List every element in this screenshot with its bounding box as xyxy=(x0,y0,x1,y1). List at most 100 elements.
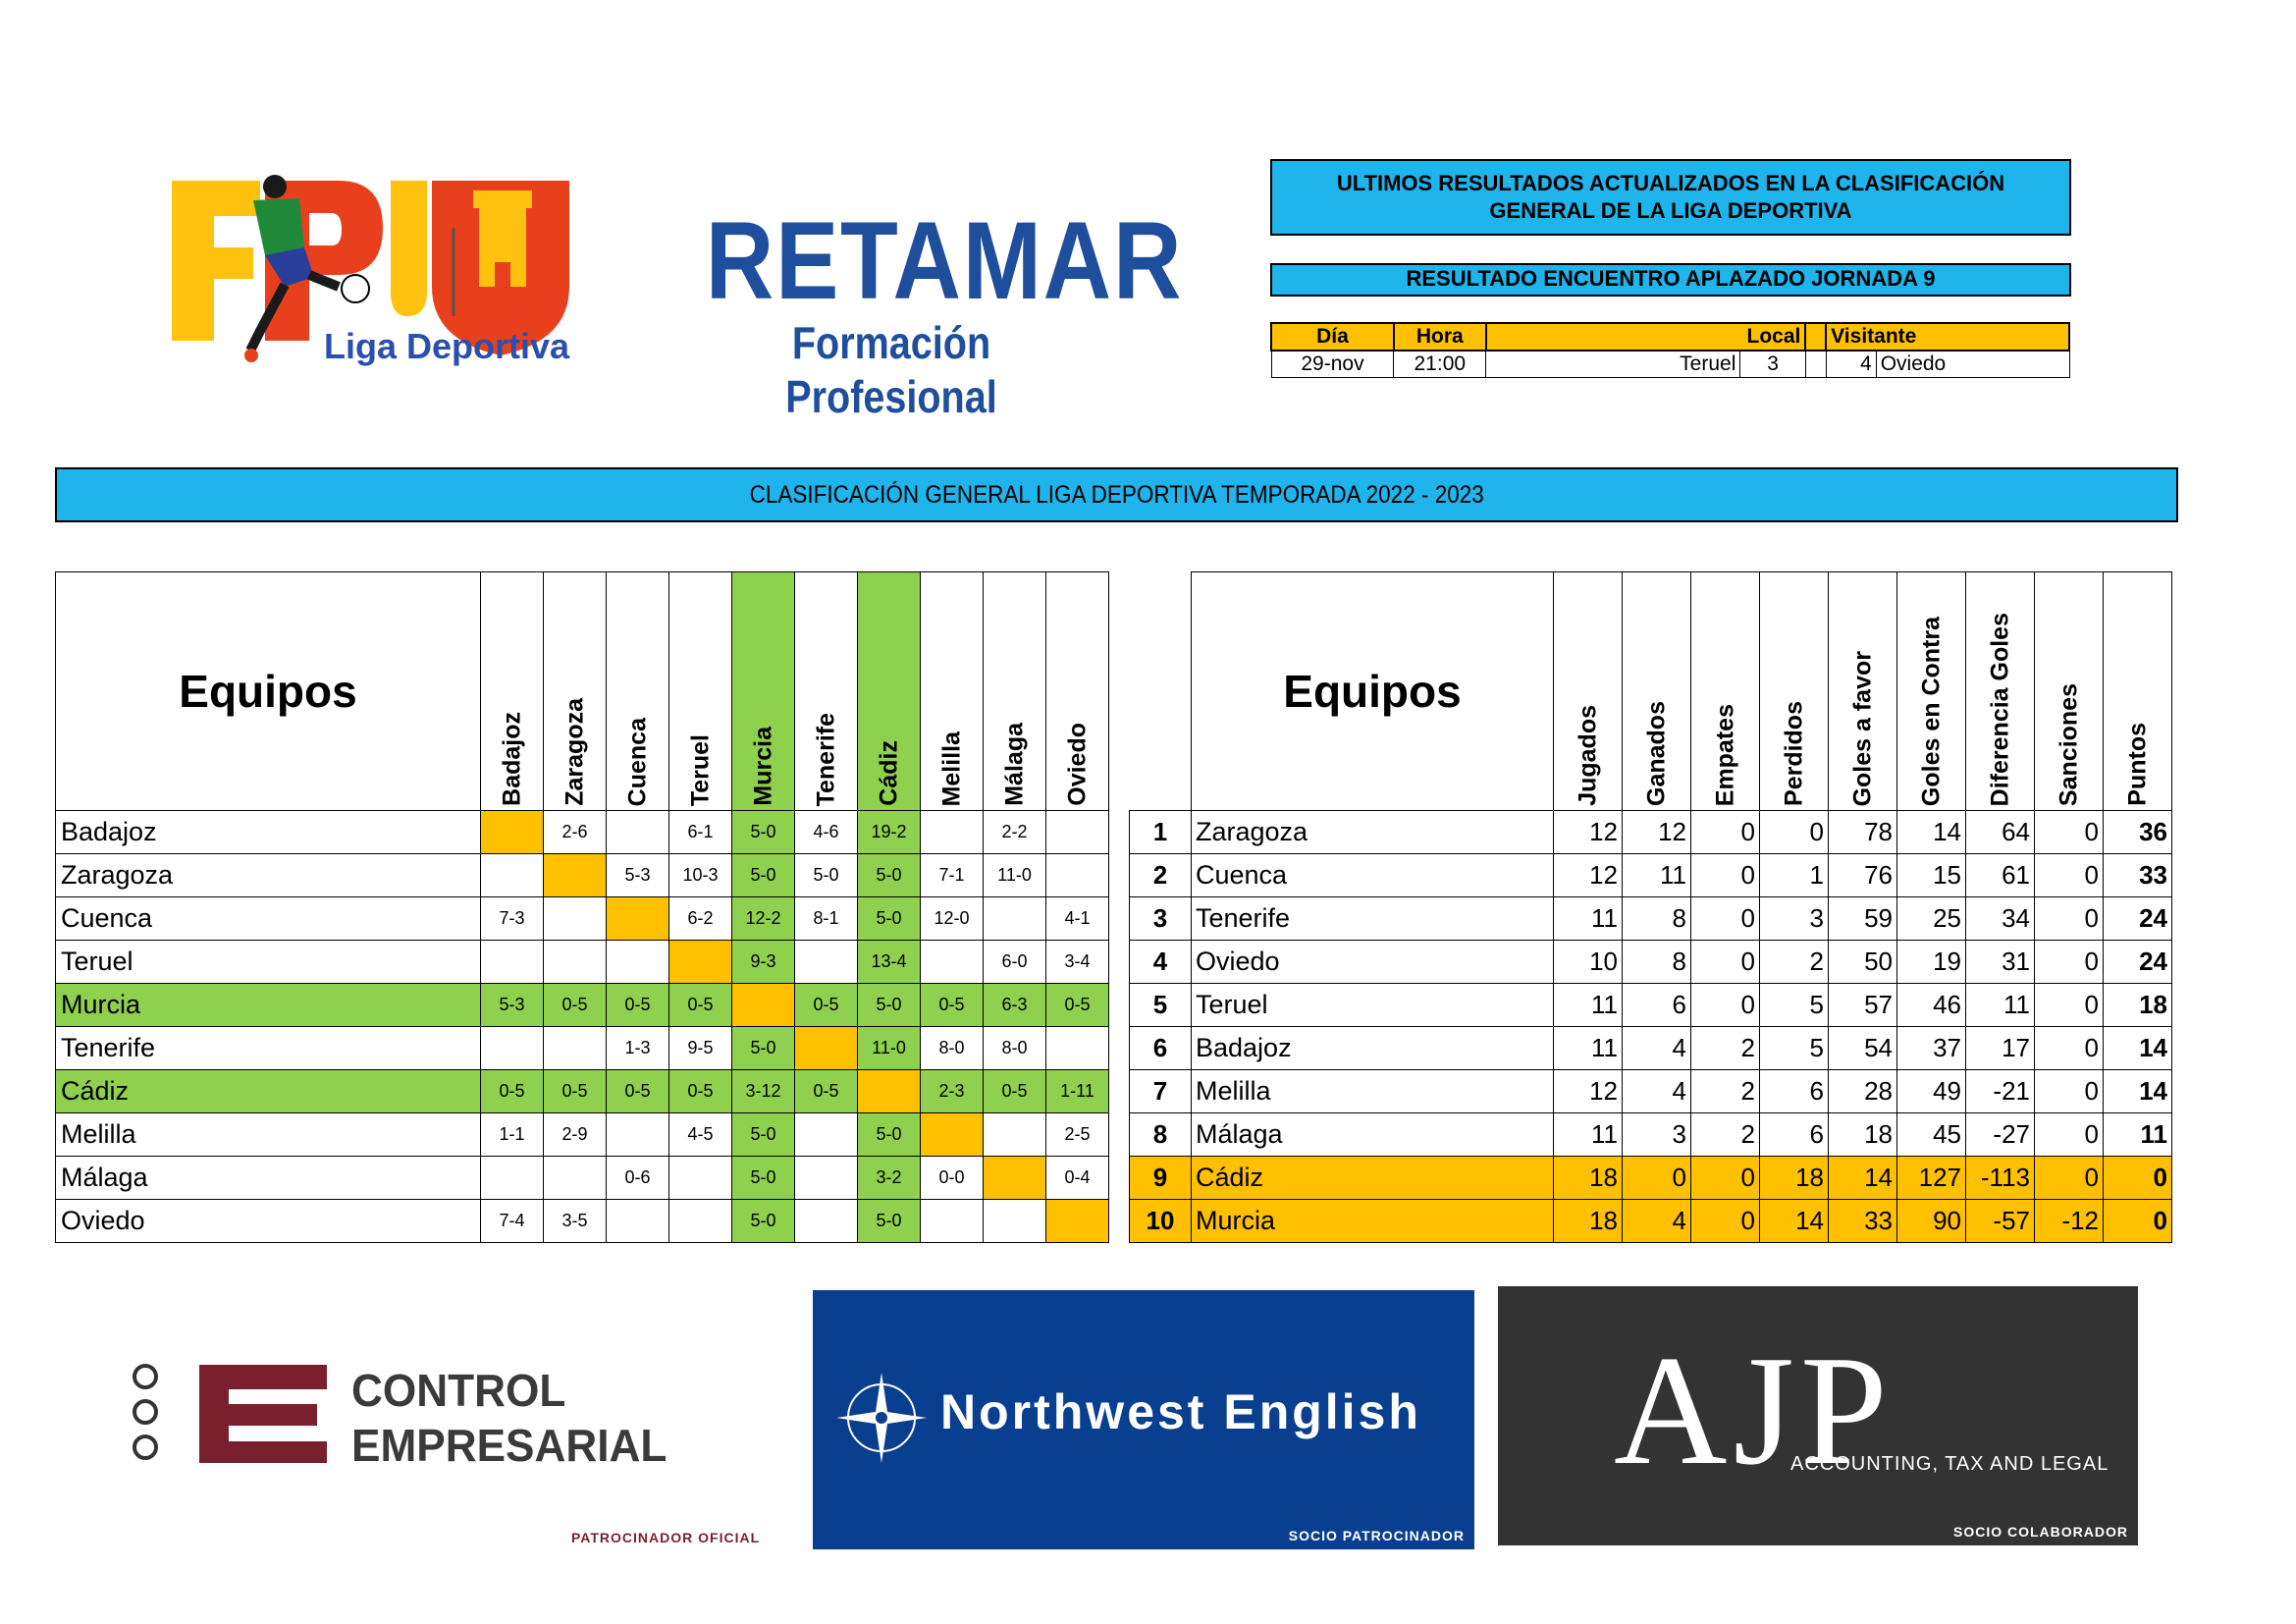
standings-rank: 10 xyxy=(1129,1199,1192,1243)
matrix-cell: 11-0 xyxy=(857,1026,921,1070)
matrix-row: Cádiz 0-5 0-5 0-5 0-5 3-12 0-5 2-3 0-5 1-11 xyxy=(55,1069,1109,1113)
standings-table: Equipos Jugados Ganados Empates Perdidos Gole… xyxy=(1129,571,2172,1243)
control-empresarial-logo: CONTROL EMPRESARIAL PATROCINADOR OFICIAL xyxy=(116,1345,764,1545)
standings-cell: 12 xyxy=(1553,810,1623,854)
matrix-cell xyxy=(1045,810,1109,854)
matrix-row-team: Málaga xyxy=(55,1156,481,1200)
standings-cell: 8 xyxy=(1622,896,1691,941)
matrix-cell: 5-0 xyxy=(731,1112,795,1157)
standings-cell: 0 xyxy=(2034,1026,2104,1070)
standings-cell: 25 xyxy=(1896,896,1966,941)
matrix-cell: 5-0 xyxy=(794,853,858,897)
standings-col-header: Perdidos xyxy=(1759,571,1829,811)
school-subtitle: Formación Profesional xyxy=(785,317,997,423)
standings-cell: 78 xyxy=(1828,810,1897,854)
standings-col-label: Puntos xyxy=(2123,723,2151,806)
matrix-row-team: Cádiz xyxy=(55,1069,481,1113)
matrix-row-team: Tenerife xyxy=(55,1026,481,1070)
standings-rank: 9 xyxy=(1129,1156,1192,1200)
standings-col-label: Goles a favor xyxy=(1848,650,1876,806)
standings-rank: 2 xyxy=(1129,853,1192,897)
standings-team: Málaga xyxy=(1191,1112,1554,1157)
standings-cell: 2 xyxy=(1690,1069,1760,1113)
standings-cell: 0 xyxy=(2034,810,2104,854)
standings-col-header: Sanciones xyxy=(2034,571,2104,811)
matrix-row: Málaga 0-6 5-0 3-2 0-0 0-4 xyxy=(55,1156,1109,1200)
matrix-cell: 0-6 xyxy=(606,1156,669,1200)
matrix-cell: 0-5 xyxy=(543,983,607,1027)
update-line-2: GENERAL DE LA LIGA DEPORTIVA xyxy=(1489,198,1852,223)
standings-cell: 0 xyxy=(2034,983,2104,1027)
standings-cell: 37 xyxy=(1896,1026,1966,1070)
matrix-cell xyxy=(543,1026,607,1070)
matrix-cell xyxy=(920,940,984,984)
standings-cell: 0 xyxy=(1622,1156,1691,1200)
matrix-cell xyxy=(606,940,669,984)
matrix-cell: 8-1 xyxy=(794,896,858,941)
standings-team: Teruel xyxy=(1191,983,1554,1027)
matrix-cell: 0-0 xyxy=(920,1156,984,1200)
control-tag: PATROCINADOR OFICIAL xyxy=(571,1530,761,1545)
standings-cell: -12 xyxy=(2034,1199,2104,1243)
matrix-cell: 7-3 xyxy=(480,896,544,941)
matrix-row: Zaragoza 5-3 10-3 5-0 5-0 5-0 7-1 11-0 xyxy=(55,853,1109,897)
standings-cell: -57 xyxy=(1965,1199,2035,1243)
ajp-letters: AJP xyxy=(1614,1323,1894,1497)
standings-cell: 11 xyxy=(1553,983,1623,1027)
matrix-cell xyxy=(731,983,795,1027)
matrix-cell: 3-2 xyxy=(857,1156,921,1200)
match-day: 29-nov xyxy=(1270,350,1395,378)
matrix-cell xyxy=(1045,1199,1109,1243)
standings-col-label: Goles en Contra xyxy=(1917,616,1945,806)
standings-cell: 0 xyxy=(2034,896,2104,941)
standings-cell: 0 xyxy=(1690,896,1760,941)
matrix-cell: 5-0 xyxy=(731,810,795,854)
standings-cell: 0 xyxy=(1690,853,1760,897)
standings-team: Murcia xyxy=(1191,1199,1554,1243)
standings-col-label: Jugados xyxy=(1574,705,1601,806)
standings-cell: 3 xyxy=(1759,896,1829,941)
matrix-row: Teruel 9-3 13-4 6-0 3-4 xyxy=(55,940,1109,984)
standings-cell: 0 xyxy=(2034,1112,2104,1157)
matrix-cell xyxy=(794,940,858,984)
matrix-row-team: Zaragoza xyxy=(55,853,481,897)
col-local: Local xyxy=(1739,322,1807,352)
matrix-cell xyxy=(983,896,1046,941)
matrix-cell xyxy=(480,1026,544,1070)
standings-cell: 5 xyxy=(1759,1026,1829,1070)
matrix-cell xyxy=(794,1199,858,1243)
matrix-cell: 3-4 xyxy=(1045,940,1109,984)
matrix-cell: 4-5 xyxy=(668,1112,732,1157)
standings-cell: 0 xyxy=(2034,853,2104,897)
northwest-name: Northwest English xyxy=(940,1384,1421,1439)
control-name: CONTROL EMPRESARIAL xyxy=(351,1363,667,1473)
matrix-cell xyxy=(920,810,984,854)
standings-cell: 6 xyxy=(1759,1069,1829,1113)
standings-cell: 90 xyxy=(1896,1199,1966,1243)
standings-col-header: Jugados xyxy=(1553,571,1623,811)
fpu-liga-deportiva-logo: Liga Deportiva xyxy=(167,169,579,395)
matrix-cell: 9-3 xyxy=(731,940,795,984)
matrix-row: Murcia 5-3 0-5 0-5 0-5 0-5 5-0 0-5 6-3 0-5 xyxy=(55,983,1109,1027)
standings-cell: 0 xyxy=(1690,810,1760,854)
matrix-cell: 0-5 xyxy=(606,983,669,1027)
matrix-cell xyxy=(983,1199,1046,1243)
match-local-team: Teruel xyxy=(1485,350,1741,378)
standings-cell: 61 xyxy=(1965,853,2035,897)
standings-cell: 0 xyxy=(1690,983,1760,1027)
matrix-cell: 0-5 xyxy=(606,1069,669,1113)
matrix-cell xyxy=(794,1112,858,1157)
matrix-row-team: Oviedo xyxy=(55,1199,481,1243)
matrix-col-label: Teruel xyxy=(686,733,714,806)
northwest-tag: SOCIO PATROCINADOR xyxy=(1288,1528,1465,1543)
standings-cell: 6 xyxy=(1622,983,1691,1027)
standings-cell: 24 xyxy=(2103,896,2172,941)
standings-cell: 46 xyxy=(1896,983,1966,1027)
standings-cell: 12 xyxy=(1622,810,1691,854)
matrix-row-team: Badajoz xyxy=(55,810,481,854)
standings-row: 4 Oviedo 10 8 0 2 50 19 31 0 24 xyxy=(1129,940,2172,984)
standings-cell: 18 xyxy=(1828,1112,1897,1157)
standings-cell: 33 xyxy=(1828,1199,1897,1243)
col-time: Hora xyxy=(1392,322,1487,352)
matrix-row-team: Murcia xyxy=(55,983,481,1027)
